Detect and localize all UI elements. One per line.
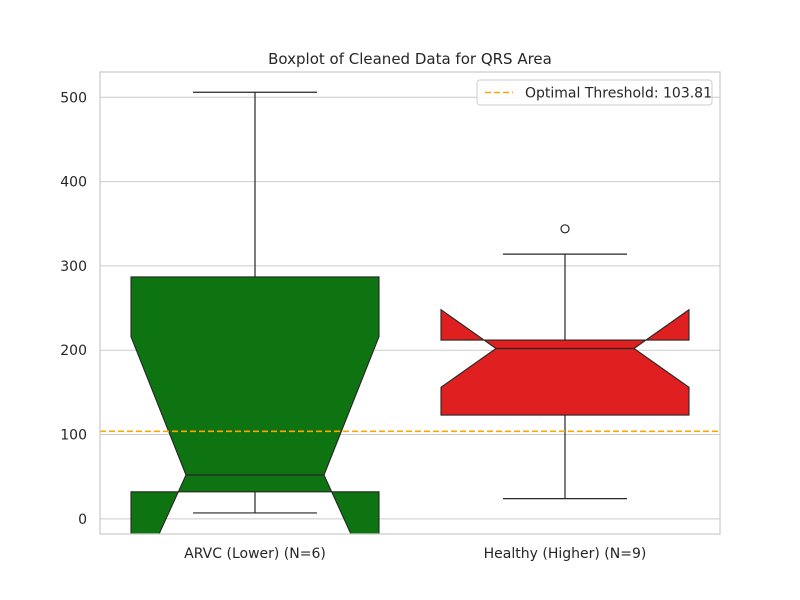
legend: Optimal Threshold: 103.81 [476, 79, 713, 106]
y-tick-label: 300 [60, 259, 87, 275]
y-tick-label: 400 [60, 175, 87, 191]
outlier-point [560, 224, 570, 234]
y-tick-label: 500 [60, 90, 87, 106]
y-tick-labels: 0 100 200 300 400 500 [60, 90, 87, 528]
chart-title: Boxplot of Cleaned Data for QRS Area [268, 50, 552, 68]
box-body [440, 308, 690, 416]
box-1 [440, 224, 690, 500]
y-tick-label: 200 [60, 343, 87, 359]
boxes [130, 91, 690, 534]
legend-threshold-label: Optimal Threshold: 103.81 [525, 86, 712, 102]
x-tick-label: Healthy (Higher) (N=9) [484, 546, 647, 562]
box-body [130, 276, 380, 534]
x-tick-label: ARVC (Lower) (N=6) [184, 546, 326, 562]
y-tick-label: 100 [60, 428, 87, 444]
legend-frame [476, 79, 713, 106]
plot-frame [99, 71, 721, 535]
y-tick-label: 0 [78, 512, 87, 528]
box-0 [130, 91, 380, 534]
x-tick-labels: ARVC (Lower) (N=6) Healthy (Higher) (N=9) [184, 546, 646, 562]
